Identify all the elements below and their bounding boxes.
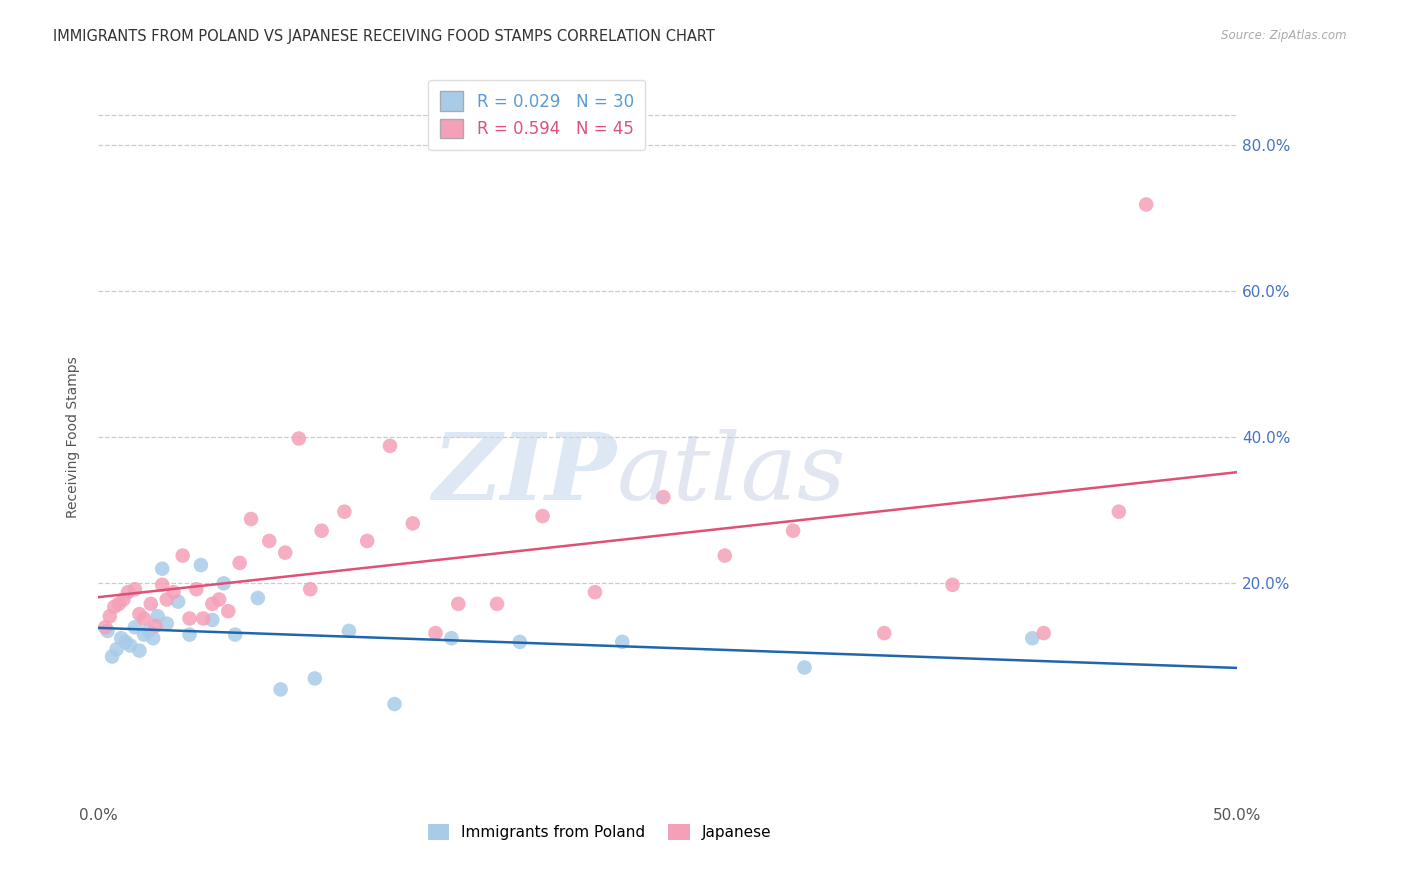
Text: ZIP: ZIP (433, 429, 617, 518)
Point (150, 562, 173, 576)
Point (440, 632, 463, 646)
Point (101, 649, 124, 664)
Point (299, 582, 322, 597)
Point (172, 549, 194, 563)
Point (114, 635, 136, 649)
Point (124, 620, 146, 634)
Point (167, 594, 190, 608)
Text: Source: ZipAtlas.com: Source: ZipAtlas.com (1222, 29, 1347, 42)
Point (208, 592, 231, 607)
Point (98, 609, 121, 624)
Point (714, 549, 737, 563)
Point (179, 627, 201, 641)
Point (402, 516, 425, 531)
Point (228, 556, 250, 570)
Point (333, 505, 356, 519)
Point (179, 611, 201, 625)
Point (120, 639, 142, 653)
Point (793, 660, 815, 674)
Point (384, 697, 406, 711)
Point (201, 597, 224, 611)
Legend: Immigrants from Poland, Japanese: Immigrants from Poland, Japanese (422, 817, 778, 847)
Point (108, 597, 131, 611)
Point (259, 533, 281, 548)
Point (145, 619, 167, 633)
Text: atlas: atlas (617, 429, 846, 518)
Point (186, 582, 208, 597)
Point (156, 592, 179, 607)
Point (139, 597, 162, 611)
Point (162, 585, 184, 599)
Point (156, 616, 179, 631)
Point (124, 582, 146, 597)
Point (782, 524, 804, 538)
Point (270, 682, 292, 697)
Point (425, 626, 447, 640)
Point (612, 635, 634, 649)
Point (583, 585, 606, 599)
Point (1108, 505, 1130, 519)
Point (942, 578, 965, 592)
Point (337, 624, 360, 638)
Point (873, 626, 896, 640)
Point (146, 609, 169, 624)
Point (132, 627, 155, 641)
Point (356, 533, 378, 548)
Point (1021, 632, 1043, 646)
Point (96, 624, 118, 638)
Y-axis label: Receiving Food Stamps: Receiving Food Stamps (66, 356, 80, 518)
Point (142, 632, 165, 646)
Point (128, 643, 150, 657)
Point (509, 635, 531, 649)
Point (1032, 626, 1054, 640)
Point (311, 524, 333, 538)
Point (212, 576, 235, 591)
Point (217, 604, 239, 618)
Point (652, 490, 675, 504)
Point (531, 509, 554, 524)
Point (128, 607, 150, 621)
Text: IMMIGRANTS FROM POLAND VS JAPANESE RECEIVING FOOD STAMPS CORRELATION CHART: IMMIGRANTS FROM POLAND VS JAPANESE RECEI… (53, 29, 716, 44)
Point (190, 558, 212, 573)
Point (274, 546, 297, 560)
Point (150, 578, 173, 592)
Point (112, 592, 135, 607)
Point (224, 627, 246, 641)
Point (94, 620, 117, 634)
Point (246, 591, 269, 605)
Point (486, 597, 509, 611)
Point (378, 439, 401, 453)
Point (304, 672, 326, 686)
Point (240, 512, 263, 526)
Point (105, 642, 128, 657)
Point (193, 611, 215, 625)
Point (132, 611, 155, 625)
Point (110, 632, 132, 646)
Point (288, 432, 311, 446)
Point (138, 624, 160, 638)
Point (201, 613, 224, 627)
Point (447, 597, 470, 611)
Point (103, 599, 125, 614)
Point (117, 585, 139, 599)
Point (1135, 197, 1157, 211)
